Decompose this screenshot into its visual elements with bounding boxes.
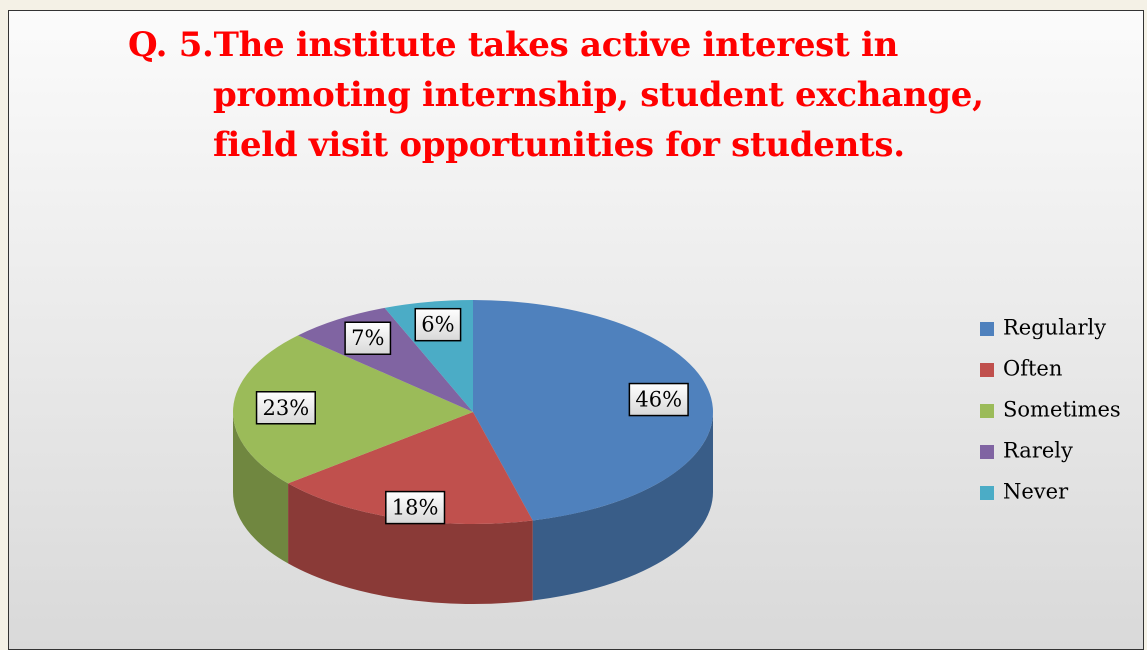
data-label-box bbox=[385, 490, 446, 525]
legend-swatch bbox=[980, 486, 994, 500]
data-label-text: 7% bbox=[351, 326, 384, 350]
slice bbox=[298, 307, 473, 412]
legend-label: Regularly bbox=[1003, 316, 1106, 340]
data-label-box bbox=[344, 321, 392, 355]
data-label-box bbox=[414, 307, 462, 342]
data-label-text: 18% bbox=[392, 496, 439, 520]
data-label: 18% bbox=[385, 490, 446, 525]
chart-title: Q. 5.The institute takes active interest… bbox=[128, 25, 984, 165]
data-label-text: 6% bbox=[421, 313, 454, 337]
slice bbox=[232, 335, 473, 484]
slice bbox=[288, 412, 533, 524]
legend-label: Rarely bbox=[1003, 439, 1073, 463]
data-label-box bbox=[628, 382, 689, 417]
slice-side bbox=[532, 412, 713, 601]
data-label: 6% bbox=[414, 307, 462, 342]
slice bbox=[473, 300, 714, 521]
slice-side bbox=[288, 483, 533, 605]
data-label-text: 23% bbox=[263, 396, 310, 420]
legend-label: Often bbox=[1003, 357, 1062, 381]
data-label-text: 46% bbox=[635, 388, 682, 412]
data-label: 7% bbox=[344, 321, 392, 355]
legend-swatch bbox=[980, 363, 994, 377]
data-label: 23% bbox=[255, 391, 316, 425]
legend-label: Sometimes bbox=[1003, 398, 1121, 422]
data-label: 46% bbox=[628, 382, 689, 417]
legend-swatch bbox=[980, 445, 994, 459]
legend-swatch bbox=[980, 404, 994, 418]
legend-swatch bbox=[980, 322, 994, 336]
slice-side bbox=[233, 412, 289, 564]
legend-label: Never bbox=[1003, 480, 1069, 504]
data-label-box bbox=[255, 391, 316, 425]
